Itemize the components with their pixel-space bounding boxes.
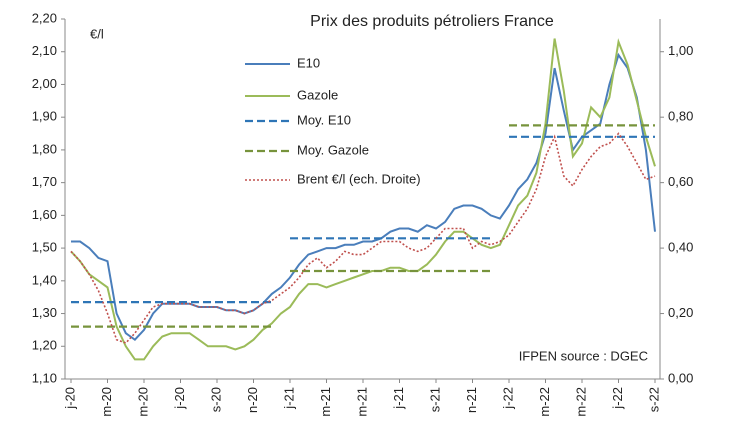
x-tick-label: s-22 [646,387,661,412]
x-tick-label: m-20 [135,387,150,417]
legend-label: Moy. E10 [297,112,351,127]
y-tick-label: 1,70 [32,174,57,189]
y2-tick-label: 0,40 [668,240,693,255]
y-tick-label: 1,10 [32,370,57,385]
y-tick-label: 2,00 [32,76,57,91]
x-tick-label: j-22 [610,387,625,410]
x-tick-label: j-21 [281,387,296,410]
series-line [71,124,655,328]
y2-tick-label: 1,00 [668,43,693,58]
y2-tick-label: 0,00 [668,370,693,385]
y-tick-label: 2,20 [32,10,57,25]
y2-tick-label: 0,80 [668,109,693,124]
annotation: IFPEN source : DGEC [519,348,648,363]
x-tick-label: j-20 [172,387,187,410]
series-line [70,38,656,361]
x-tick-label: j-20 [62,387,77,410]
x-tick-label: m-21 [318,387,333,417]
legend-label: E10 [297,55,320,70]
series-line [71,135,655,304]
y-tick-label: 1,80 [32,141,57,156]
legend-label: Brent €/l (ech. Droite) [297,171,421,186]
y-axis-unit: €/l [90,26,104,41]
legend-label: Gazole [297,87,338,102]
y-tick-label: 1,20 [32,338,57,353]
y-tick-label: 2,10 [32,43,57,58]
y-tick-label: 1,30 [32,305,57,320]
chart-title: Prix des produits pétroliers France [310,13,554,30]
y-tick-label: 1,60 [32,207,57,222]
y-tick-label: 1,90 [32,109,57,124]
x-tick-label: m-20 [99,387,114,417]
x-tick-label: j-21 [391,387,406,410]
x-tick-label: n-20 [245,387,260,413]
x-tick-label: s-20 [208,387,223,412]
legend-label: Moy. Gazole [297,142,369,157]
y2-tick-label: 0,60 [668,174,693,189]
y-tick-label: 1,40 [32,272,57,287]
x-tick-label: n-21 [464,387,479,413]
x-tick-label: m-22 [537,387,552,417]
x-tick-label: m-22 [573,387,588,417]
x-tick-label: j-22 [500,387,515,410]
series-line [71,52,656,342]
y-tick-label: 1,50 [32,240,57,255]
y2-tick-label: 0,20 [668,305,693,320]
x-tick-label: s-21 [427,387,442,412]
x-tick-label: m-21 [354,387,369,417]
